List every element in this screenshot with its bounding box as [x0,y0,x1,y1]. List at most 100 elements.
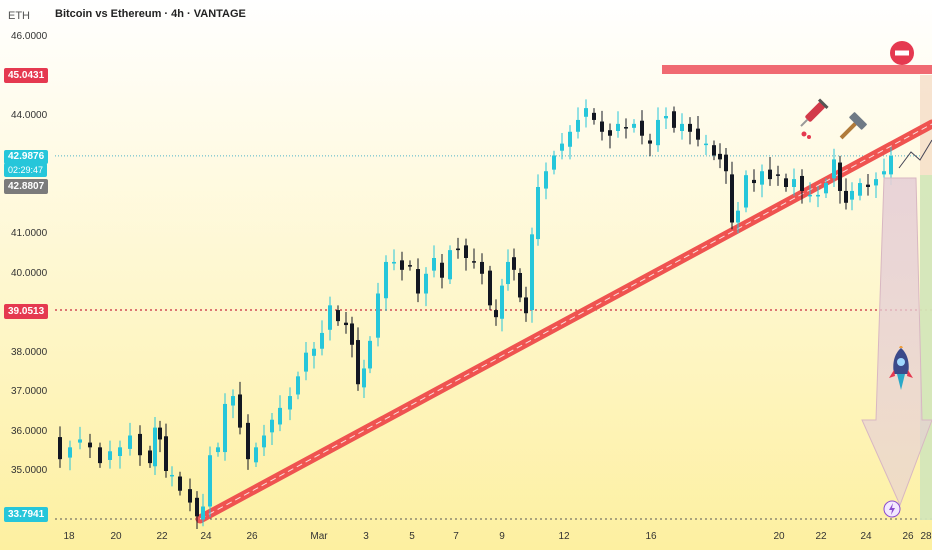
y-tick-label: 37.0000 [11,386,48,398]
y-tick-label: 44.0000 [11,110,48,121]
candle [494,299,498,326]
candle [262,424,266,457]
candle-body [188,489,192,503]
x-tick-label: 12 [558,531,570,542]
candle-body [696,128,700,140]
candle-body [464,245,468,258]
candle [524,286,528,322]
x-tick-label: 24 [200,531,212,542]
candle-body [718,153,722,160]
candle [858,178,862,201]
candle [600,110,604,141]
current-price-tag: 42.9876 [4,150,49,164]
candle-body [552,155,556,170]
candle [776,165,780,186]
candle [392,249,396,271]
candle-body [208,455,212,507]
candle-body [500,285,504,319]
candle-body [432,258,436,271]
candle-body [68,447,72,458]
candle [696,116,700,147]
candle-body [164,436,168,471]
projection-zigzag [898,139,932,169]
candle [356,327,360,391]
candle-body [148,450,152,464]
candle [704,134,708,156]
candle [440,254,444,289]
symbol-label: ETH [8,10,30,22]
candle [544,162,548,200]
candle-body [384,261,388,299]
candle-body [128,435,132,449]
candle-body [656,119,660,146]
candle-body [178,476,182,491]
candle-body [874,179,878,186]
candle-body [216,447,220,453]
chart-title: Bitcoin vs Ethereum · 4h · VANTAGE [55,8,246,20]
candle [488,265,492,311]
x-tick-label: 28 [920,531,932,542]
candle-body [312,348,316,356]
candle [148,445,152,468]
x-tick-label: 9 [499,531,505,542]
candle [195,491,199,529]
candle-body [288,396,292,410]
x-tick-label: 18 [63,531,75,542]
candle-body [616,123,620,131]
prev-close-tag: 42.8807 [4,179,49,194]
x-tick-label: 16 [645,531,657,542]
candle-body [792,179,796,187]
candle [108,440,112,469]
candle [724,147,728,184]
candle-body [494,310,498,318]
candle [312,342,316,369]
x-tick-label: 22 [815,531,827,542]
candle-body [536,187,540,240]
candle [270,413,274,445]
candle [536,174,540,246]
candle [752,169,756,192]
candle-body [488,270,492,306]
candle-body [440,262,444,278]
resistance-zone [662,65,932,74]
candle-body [824,183,828,194]
candle [568,125,572,160]
candle-body [138,433,142,456]
candle [58,426,62,468]
candle [344,312,348,334]
candle [838,155,842,204]
candle [138,425,142,466]
candle-body [304,352,308,372]
candle-body [608,130,612,136]
candle [760,164,764,198]
candle-body [866,184,870,187]
candle-body [800,175,804,191]
candle-body [838,162,842,191]
candle-body [480,261,484,274]
candle-body [296,376,300,395]
candle-body [58,437,62,460]
candle [320,320,324,356]
candle-body [400,260,404,270]
candle [736,201,740,234]
candle-body [376,293,380,338]
candle-body [744,175,748,208]
candle-body [584,108,588,117]
candle [624,118,628,139]
candle [712,140,716,161]
candle [328,296,332,341]
x-tick-label: 7 [453,531,459,542]
candle [472,248,476,269]
candle-body [98,447,102,464]
candle-body [832,159,836,179]
candle-body [560,143,564,151]
candle-body [672,111,676,128]
candle [432,245,436,278]
candle-body [808,194,812,197]
candle [188,478,192,512]
lightning-icon [883,500,901,523]
candle [448,245,452,285]
candle [560,132,564,160]
candle [278,395,282,432]
